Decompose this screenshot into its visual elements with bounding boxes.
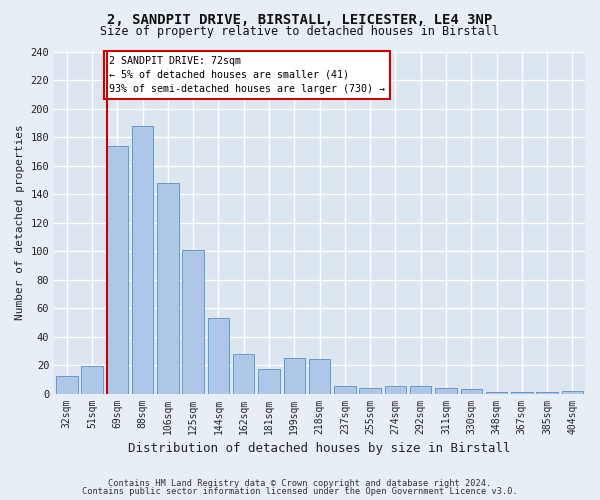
Y-axis label: Number of detached properties: Number of detached properties — [15, 124, 25, 320]
Text: 2 SANDPIT DRIVE: 72sqm
← 5% of detached houses are smaller (41)
93% of semi-deta: 2 SANDPIT DRIVE: 72sqm ← 5% of detached … — [109, 56, 385, 94]
Text: Contains public sector information licensed under the Open Government Licence v3: Contains public sector information licen… — [82, 487, 518, 496]
Bar — [107, 146, 128, 394]
Bar — [258, 370, 280, 394]
Bar — [435, 388, 457, 394]
Bar — [309, 360, 331, 394]
Bar — [284, 358, 305, 394]
Bar — [208, 318, 229, 394]
Bar — [233, 354, 254, 394]
Bar — [82, 366, 103, 394]
Bar — [359, 388, 381, 394]
Bar — [410, 386, 431, 394]
Bar — [486, 392, 507, 394]
Bar — [132, 126, 154, 394]
Bar — [182, 250, 204, 394]
Bar — [536, 392, 558, 394]
Text: 2, SANDPIT DRIVE, BIRSTALL, LEICESTER, LE4 3NP: 2, SANDPIT DRIVE, BIRSTALL, LEICESTER, L… — [107, 12, 493, 26]
Bar — [385, 386, 406, 394]
Bar — [56, 376, 77, 394]
Bar — [511, 392, 533, 394]
Bar — [562, 390, 583, 394]
X-axis label: Distribution of detached houses by size in Birstall: Distribution of detached houses by size … — [128, 442, 511, 455]
Bar — [334, 386, 356, 394]
Text: Contains HM Land Registry data © Crown copyright and database right 2024.: Contains HM Land Registry data © Crown c… — [109, 478, 491, 488]
Bar — [461, 390, 482, 394]
Text: Size of property relative to detached houses in Birstall: Size of property relative to detached ho… — [101, 25, 499, 38]
Bar — [157, 182, 179, 394]
